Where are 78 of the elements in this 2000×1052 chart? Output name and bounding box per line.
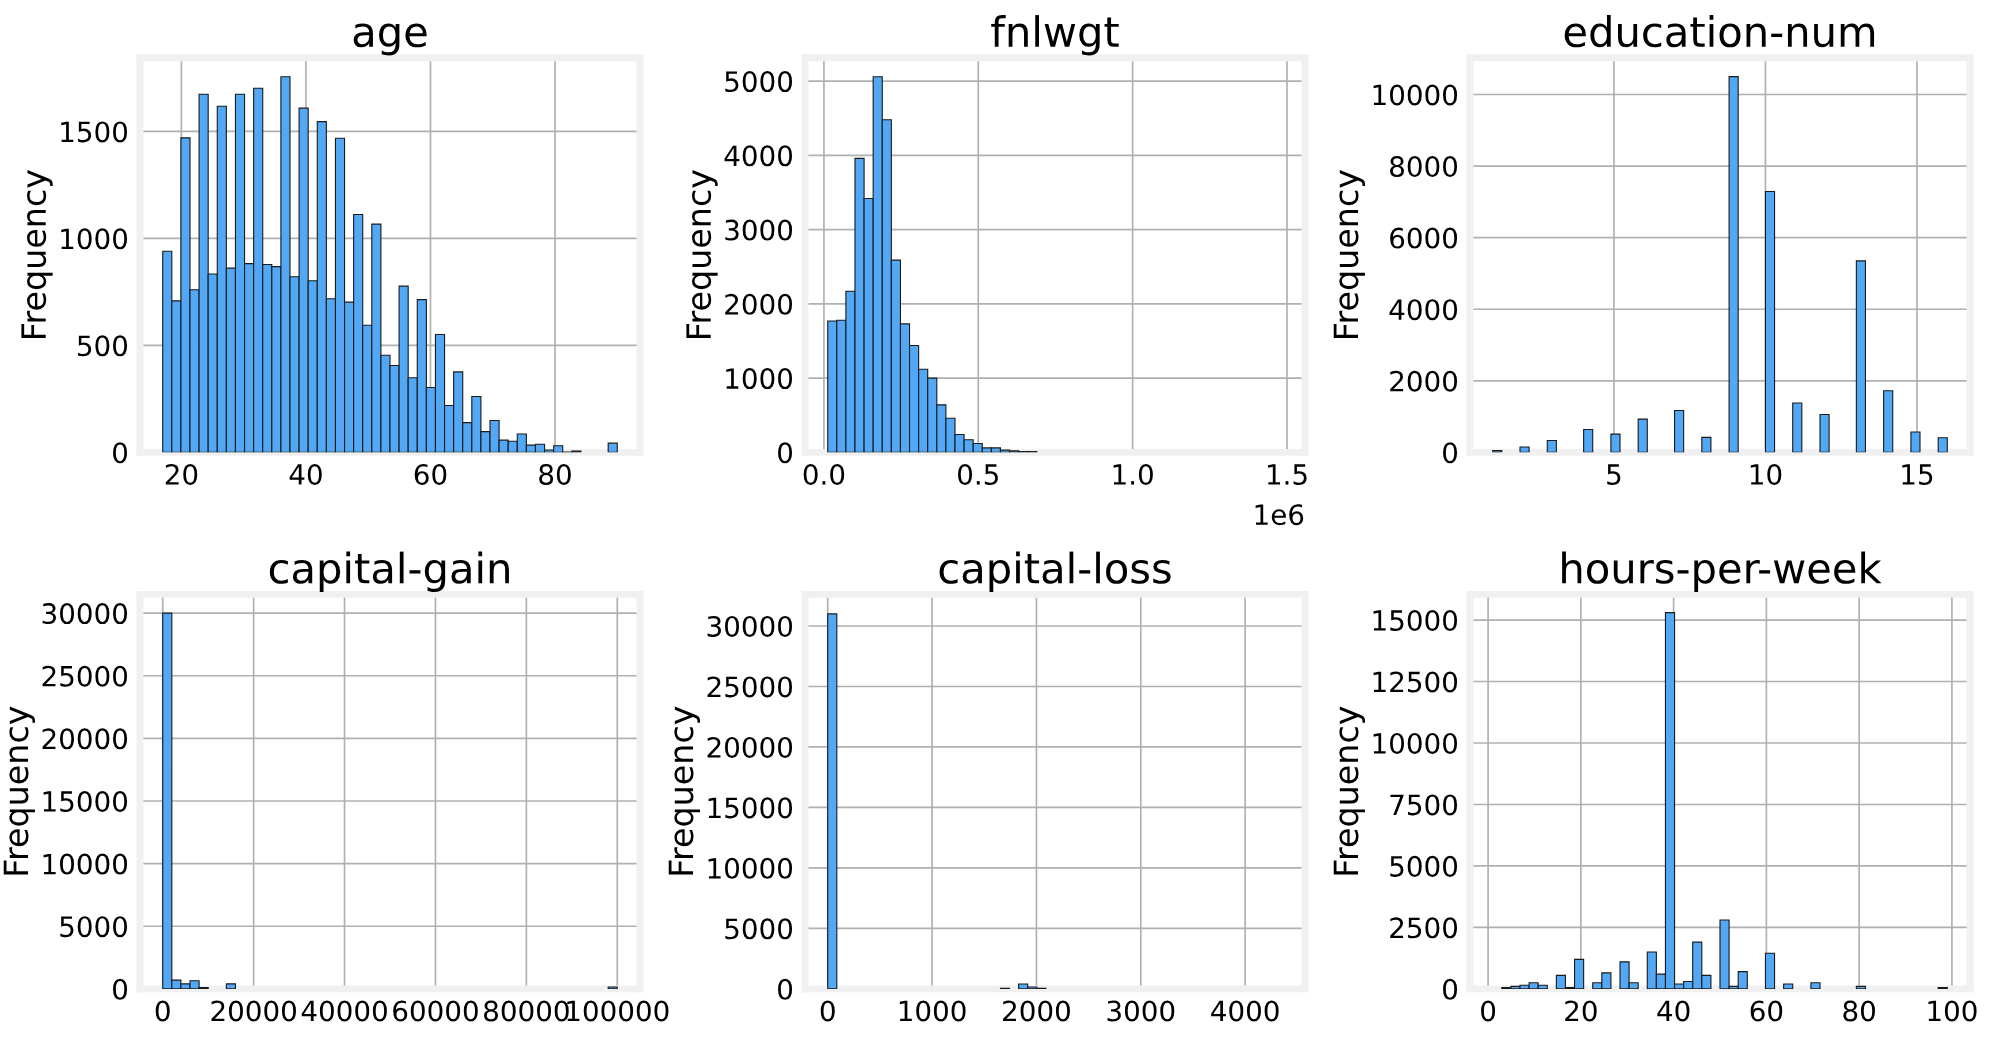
y-tick-label: 15000	[708, 797, 793, 819]
chart-title: hours-per-week	[1562, 551, 1882, 592]
y-tick-label: 0	[1443, 978, 1458, 1000]
y-tick-label: 5000	[60, 916, 128, 938]
x-tick-label: 80000	[484, 1000, 569, 1022]
x-tick-label: 40	[289, 463, 322, 485]
x-tick-label: 1.5	[1267, 464, 1307, 485]
y-tick-label: 5000	[1390, 855, 1458, 877]
y-tick-label: 1000	[726, 368, 793, 390]
x-tick-label: 100000	[567, 1000, 669, 1022]
y-tick-label: 0	[113, 978, 128, 1000]
y-tick-label: 1000	[61, 228, 128, 250]
y-axis-title: Frequency	[668, 706, 700, 875]
x-tick-label: 15	[1902, 464, 1933, 485]
y-tick-label: 0	[778, 442, 793, 464]
chart-title: education-num	[1564, 15, 1875, 48]
x-tick-label: 0	[820, 1000, 835, 1022]
x-tick-label: 40	[1657, 1000, 1690, 1022]
y-tick-label: 3000	[725, 219, 793, 241]
y-tick-label: 30000	[707, 615, 793, 637]
x-tick-label: 0.0	[803, 463, 845, 485]
text: 1e6	[1255, 504, 1304, 526]
y-tick-label: 6000	[1390, 227, 1458, 249]
x-tick-label: 0	[1481, 1000, 1496, 1022]
chart-title: capital-gain	[269, 551, 509, 592]
y-tick-label: 2000	[1390, 370, 1458, 392]
y-tick-label: 20000	[42, 728, 128, 750]
y-tick-label: 15000	[43, 790, 128, 812]
y-axis-title: Frequency	[1333, 170, 1365, 338]
x-tick-label: 1000	[899, 1000, 966, 1022]
y-tick-label: 5000	[725, 71, 793, 93]
y-axis-title: Frequency	[686, 170, 718, 338]
x-tick-label: 60	[414, 463, 447, 485]
x-tick-label: 10	[1750, 463, 1782, 485]
x-tick-label: 20	[165, 463, 198, 485]
y-tick-label: 0	[778, 978, 793, 1000]
y-axis-title: Frequency	[21, 170, 53, 338]
y-tick-label: 30000	[42, 603, 128, 625]
y-axis-title: Frequency	[3, 706, 35, 875]
x-tick-label: 60	[1750, 1000, 1783, 1022]
chart-title: fnlwgt	[991, 15, 1119, 56]
y-tick-label: 1500	[61, 121, 128, 143]
y-tick-label: 20000	[707, 736, 793, 758]
x-tick-label: 80	[539, 463, 571, 485]
y-tick-label: 25000	[707, 676, 793, 698]
y-tick-label: 5000	[725, 918, 793, 940]
y-tick-label: 10000	[708, 857, 793, 879]
y-tick-label: 4000	[1389, 299, 1458, 321]
y-tick-label: 4000	[724, 145, 793, 167]
x-tick-label: 0	[155, 1000, 170, 1022]
y-tick-label: 25000	[42, 665, 128, 687]
x-tick-label: 3000	[1107, 1000, 1175, 1022]
x-tick-label: 20000	[211, 1000, 296, 1022]
x-tick-label: 60000	[393, 1000, 478, 1022]
x-tick-label: 0.5	[958, 463, 998, 485]
y-tick-label: 0	[113, 442, 128, 464]
x-tick-label: 80	[1843, 1000, 1875, 1022]
x-tick-label: 20	[1565, 1000, 1597, 1022]
chart-title: capital-loss	[939, 551, 1171, 592]
y-tick-label: 8000	[1390, 156, 1458, 178]
x-tick-label: 40000	[301, 1000, 387, 1022]
y-tick-label: 10000	[43, 853, 128, 875]
x-tick-label: 2000	[1003, 1000, 1070, 1022]
y-tick-label: 2500	[1390, 917, 1458, 939]
x-tick-label: 4000	[1211, 1000, 1279, 1022]
x-tick-label: 5	[1607, 464, 1621, 485]
y-tick-label: 7500	[1390, 794, 1458, 816]
x-tick-label: 100	[1928, 1000, 1977, 1022]
y-tick-label: 15000	[1373, 609, 1458, 631]
y-tick-label: 10000	[1373, 84, 1458, 106]
y-tick-label: 12500	[1373, 671, 1458, 693]
x-tick-label: 1.0	[1113, 463, 1153, 485]
y-tick-label: 2000	[725, 293, 793, 315]
chart-title: age	[353, 23, 427, 56]
y-tick-label: 0	[1443, 442, 1458, 464]
y-tick-label: 500	[78, 335, 128, 357]
y-axis-title: Frequency	[1333, 706, 1365, 875]
y-tick-label: 10000	[1373, 732, 1458, 754]
